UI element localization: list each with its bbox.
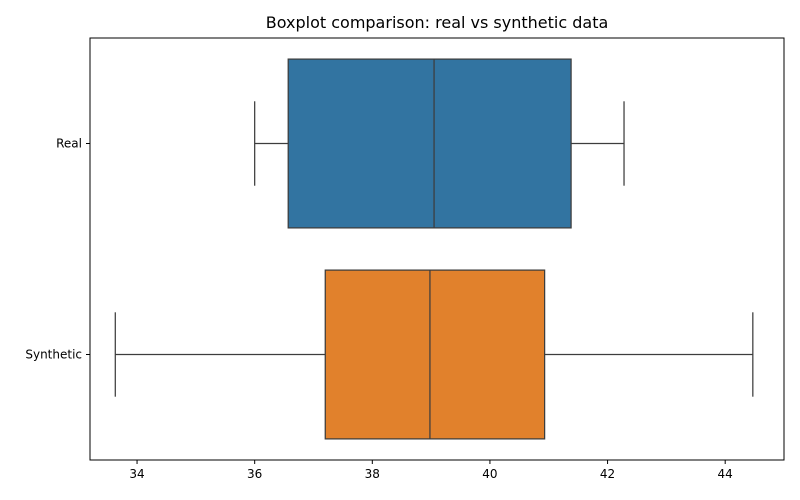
box-real bbox=[287, 58, 572, 229]
chart-title: Boxplot comparison: real vs synthetic da… bbox=[266, 13, 609, 32]
x-tick-label: 34 bbox=[129, 467, 144, 481]
x-tick-label: 36 bbox=[247, 467, 262, 481]
x-tick-label: 42 bbox=[600, 467, 615, 481]
boxplot-synthetic bbox=[114, 269, 754, 440]
x-tick-label: 44 bbox=[718, 467, 733, 481]
plot-area bbox=[114, 58, 754, 440]
y-tick-label-synthetic: Synthetic bbox=[25, 348, 82, 362]
x-tick-label: 40 bbox=[482, 467, 497, 481]
y-axis: Real Synthetic bbox=[25, 137, 90, 362]
axes-frame bbox=[89, 37, 785, 461]
boxplot-real bbox=[254, 58, 625, 229]
x-tick-label: 38 bbox=[365, 467, 380, 481]
box-synthetic bbox=[324, 269, 546, 440]
x-axis: 34 36 38 40 42 44 bbox=[129, 460, 733, 481]
y-tick-label-real: Real bbox=[56, 137, 82, 151]
